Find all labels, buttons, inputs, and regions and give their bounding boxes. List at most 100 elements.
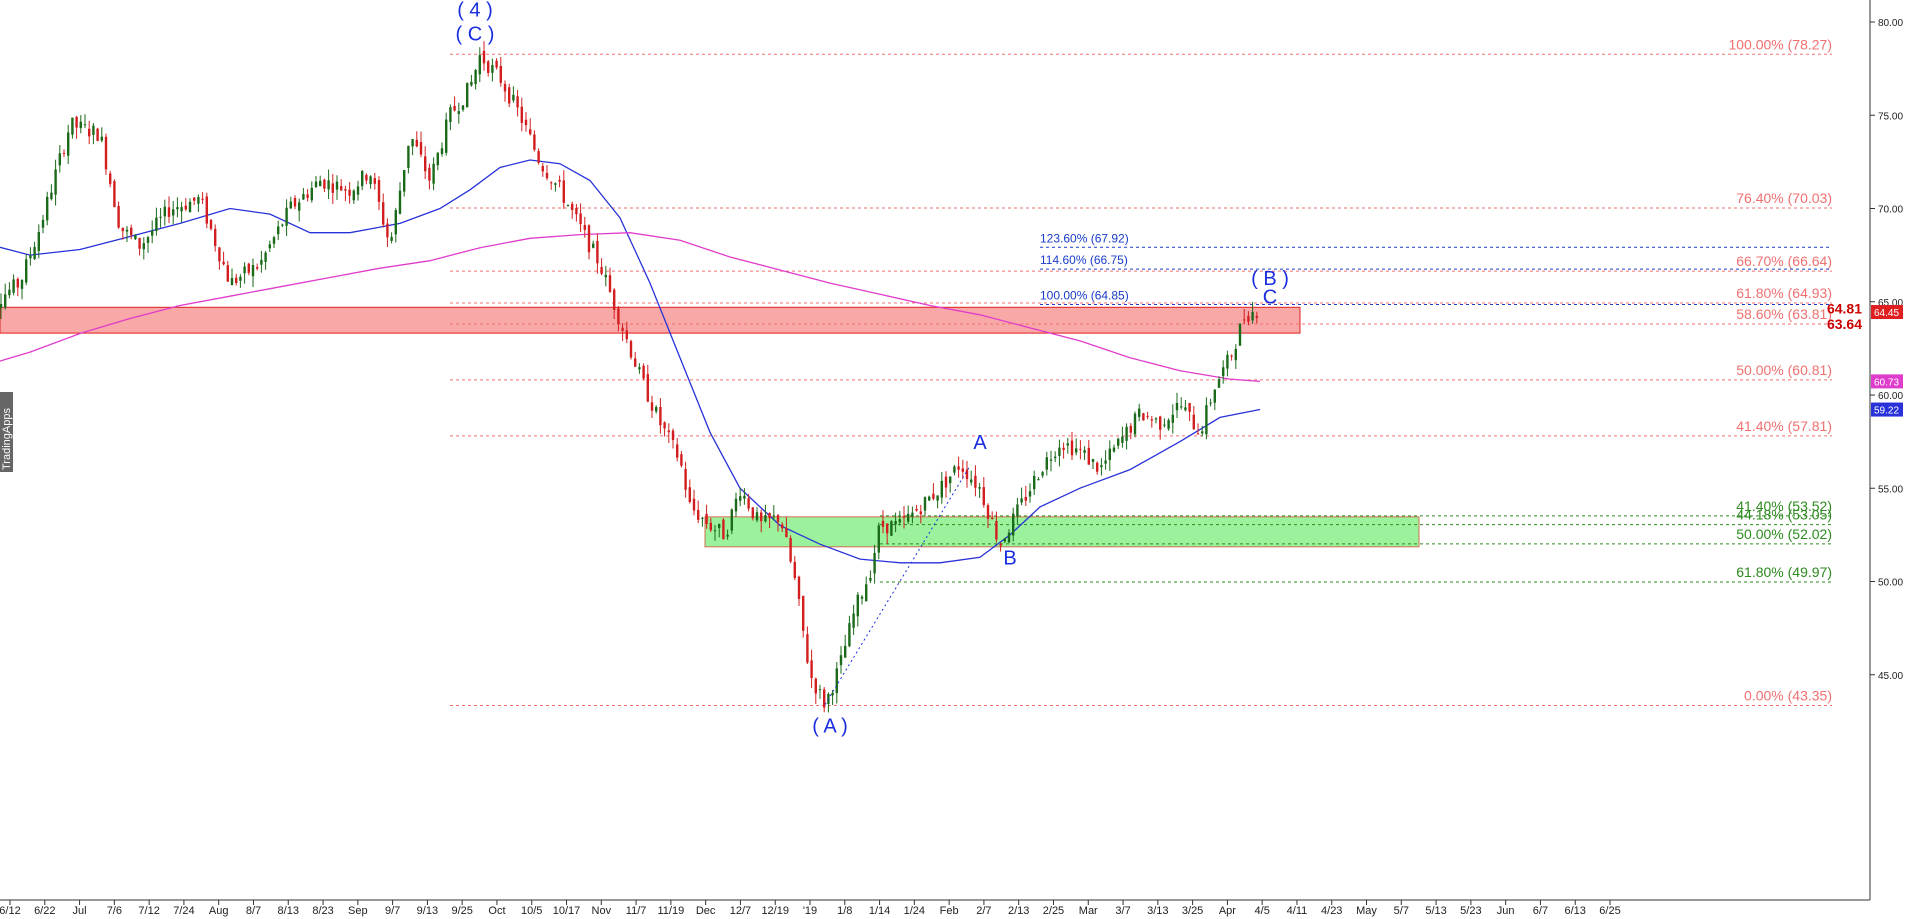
candle-body [1171,414,1174,423]
wave-label: ( B ) [1251,268,1289,290]
x-tick-label: Feb [940,905,959,917]
candle-body [1075,448,1078,453]
x-tick-label: 7/12 [138,905,159,917]
candle-body [319,180,322,187]
x-tick-label: 5/7 [1394,905,1409,917]
candle-body [453,105,456,111]
candle-body [638,367,641,370]
zone-top-label: 64.81 [1827,300,1862,316]
candle-body [684,468,687,490]
candle-body [327,180,330,190]
candle-body [470,81,473,86]
candle-body [1100,465,1103,468]
candle-body [802,595,805,631]
resistance-zone [0,306,1301,334]
candle-body [894,521,897,525]
candle-body [869,577,872,581]
candle-body [747,498,750,509]
candle-body [789,538,792,562]
candle-body [575,208,578,215]
x-tick-label: 7/24 [173,905,194,917]
candle-body [1045,457,1048,470]
candle-body [1138,408,1141,417]
x-tick-label: Oct [488,905,505,917]
candle-body [20,280,24,289]
candle-body [281,224,284,226]
zone-bottom-label: 63.64 [1827,316,1862,332]
candle-body [1091,459,1095,462]
x-tick-label: Jun [1497,905,1515,917]
candle-body [8,289,11,296]
fib-red-label: 58.60% (63.81) [1736,306,1832,322]
candle-body [180,207,183,212]
wave-label: ( A ) [812,716,848,738]
candle-body [419,142,423,155]
candle-body [159,216,162,218]
wave-label: ( 4 ) [457,0,493,21]
candle-body [764,514,767,522]
candle-body [982,487,985,506]
fib-blue-label: 100.00% (64.85) [1040,289,1129,303]
candle-body [461,105,465,110]
candle-body [957,466,960,470]
wave-label: ( C ) [456,24,495,46]
candle-body [978,487,981,489]
candle-body [524,119,528,126]
candle-body [667,430,670,433]
fib-green-label: 50.00% (52.02) [1736,526,1832,542]
candle-body [1175,402,1179,411]
candle-body [1188,402,1191,412]
fib-red-label: 100.00% (78.27) [1728,36,1832,52]
candle-body [436,152,439,166]
candle-body [600,267,603,274]
x-tick-label: 3/7 [1115,905,1130,917]
candle-body [533,134,536,150]
candle-body [113,181,116,208]
y-tick-label: 45.00 [1878,671,1903,682]
candle-body [365,174,368,181]
fib-red-label: 66.70% (66.64) [1736,253,1832,269]
x-tick-label: 6/22 [34,905,55,917]
candle-body [835,668,838,694]
candle-body [890,521,893,536]
candle-body [839,655,843,666]
candle-body [293,198,297,207]
candle-body [411,139,414,147]
candle-body [176,207,179,210]
candle-body [592,243,595,248]
x-tick-label: Jul [73,905,87,917]
candle-body [1129,425,1132,433]
candle-body [936,495,939,501]
candle-body [432,163,435,184]
candle-body [121,227,124,232]
candle-body [579,213,582,225]
candle-body [260,259,263,265]
candle-body [155,217,158,232]
candle-body [659,406,662,426]
candle-body [596,240,599,264]
candle-body [1230,355,1233,357]
x-tick-label: 2/13 [1008,905,1029,917]
y-tick-label: 75.00 [1878,111,1903,122]
candle-body [398,190,402,214]
y-tick-label: 50.00 [1878,578,1903,589]
watermark-text: TradingApps [1,408,13,470]
moving-average-line [0,232,1261,383]
candle-body [713,530,717,532]
x-tick-label: '19 [803,905,817,917]
x-tick-label: 10/17 [553,905,581,917]
candle-body [62,152,66,154]
x-tick-label: 12/19 [761,905,789,917]
candle-body [445,119,448,153]
candle-body [474,69,477,85]
candle-body [54,169,57,195]
x-tick-label: 9/13 [417,905,438,917]
candle-body [776,515,780,522]
candle-body [709,522,712,531]
x-tick-label: 1/14 [869,905,890,917]
candle-body [949,476,952,484]
x-tick-label: 9/7 [385,905,400,917]
moving-average-line [0,159,1261,564]
candle-body [1226,354,1229,369]
